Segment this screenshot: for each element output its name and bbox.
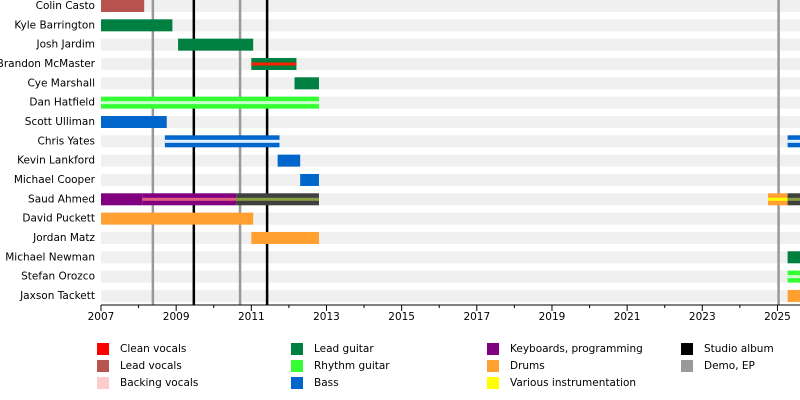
span-bar	[277, 154, 301, 167]
x-tick-label: 2007	[88, 311, 115, 323]
legend-swatch	[487, 360, 499, 372]
legend-swatch	[97, 343, 109, 355]
member-name: Jordan Matz	[32, 232, 95, 244]
legend-swatch	[291, 377, 303, 389]
member-name: Kevin Lankford	[17, 155, 95, 167]
legend-label: Rhythm guitar	[314, 360, 390, 372]
span-stripe	[236, 197, 319, 201]
row-band	[101, 38, 800, 51]
member-name: Brandon McMaster	[0, 58, 96, 70]
row-band	[101, 77, 800, 90]
legend-label: Clean vocals	[120, 343, 186, 355]
legend-label: Demo, EP	[704, 360, 755, 372]
row-band	[101, 251, 800, 264]
row-band	[101, 19, 800, 32]
span-stripe	[768, 197, 788, 201]
span-bar	[101, 19, 173, 32]
legend-label: Bass	[314, 377, 339, 389]
legend-swatch	[97, 377, 109, 389]
span-stripe	[787, 197, 800, 201]
legend-swatch	[487, 343, 499, 355]
legend-swatch	[681, 360, 693, 372]
legend-swatch	[97, 360, 109, 372]
member-name: Scott Ulliman	[25, 116, 95, 128]
legend-label: Backing vocals	[120, 377, 198, 389]
legend-label: Keyboards, programming	[510, 343, 643, 355]
row-band	[101, 0, 800, 12]
span-stripe	[787, 275, 800, 279]
member-name: Saud Ahmed	[28, 193, 95, 205]
span-stripe	[164, 139, 280, 143]
x-tick-label: 2025	[764, 311, 791, 323]
x-tick-label: 2015	[388, 311, 415, 323]
span-stripe	[787, 139, 800, 143]
member-name: Colin Casto	[36, 0, 95, 12]
legend-swatch	[291, 343, 303, 355]
span-bar	[787, 289, 800, 302]
x-tick-label: 2023	[689, 311, 716, 323]
span-bar	[251, 231, 319, 244]
span-bar	[300, 173, 319, 186]
member-name: Kyle Barrington	[14, 19, 95, 31]
member-name: Josh Jardim	[36, 39, 95, 51]
span-bar	[178, 38, 254, 51]
row-band	[101, 270, 800, 283]
legend-swatch	[487, 377, 499, 389]
member-name: Stefan Orozco	[21, 271, 95, 283]
legend-label: Lead guitar	[314, 343, 374, 355]
member-name: David Puckett	[22, 213, 95, 225]
span-bar	[101, 212, 254, 225]
member-name: Michael Cooper	[14, 174, 96, 186]
legend-swatch	[681, 343, 693, 355]
x-tick-label: 2013	[313, 311, 340, 323]
span-stripe	[101, 101, 319, 105]
member-name: Jaxson Tackett	[19, 290, 95, 302]
row-band	[101, 154, 800, 167]
member-name: Dan Hatfield	[29, 97, 95, 109]
member-name: Chris Yates	[38, 135, 95, 147]
legend-label: Various instrumentation	[510, 377, 636, 389]
row-band	[101, 289, 800, 302]
x-tick-label: 2017	[463, 311, 490, 323]
span-bar	[101, 0, 145, 12]
legend-swatch	[291, 360, 303, 372]
member-name: Michael Newman	[5, 251, 95, 263]
span-bar	[787, 251, 800, 264]
legend-label: Drums	[510, 360, 545, 372]
row-band	[101, 115, 800, 128]
x-tick-label: 2011	[238, 311, 265, 323]
span-bar	[294, 77, 319, 90]
x-tick-label: 2019	[539, 311, 566, 323]
span-bar	[101, 193, 143, 206]
row-band	[101, 173, 800, 186]
row-band	[101, 57, 800, 70]
legend-label: Studio album	[704, 343, 774, 355]
legend-label: Lead vocals	[120, 360, 182, 372]
span-bar	[101, 115, 167, 128]
x-tick-label: 2021	[614, 311, 641, 323]
row-band	[101, 231, 800, 244]
x-tick-label: 2009	[163, 311, 190, 323]
span-stripe	[251, 62, 297, 66]
span-stripe	[142, 197, 237, 201]
member-name: Cye Marshall	[27, 77, 95, 89]
row-band	[101, 212, 800, 225]
